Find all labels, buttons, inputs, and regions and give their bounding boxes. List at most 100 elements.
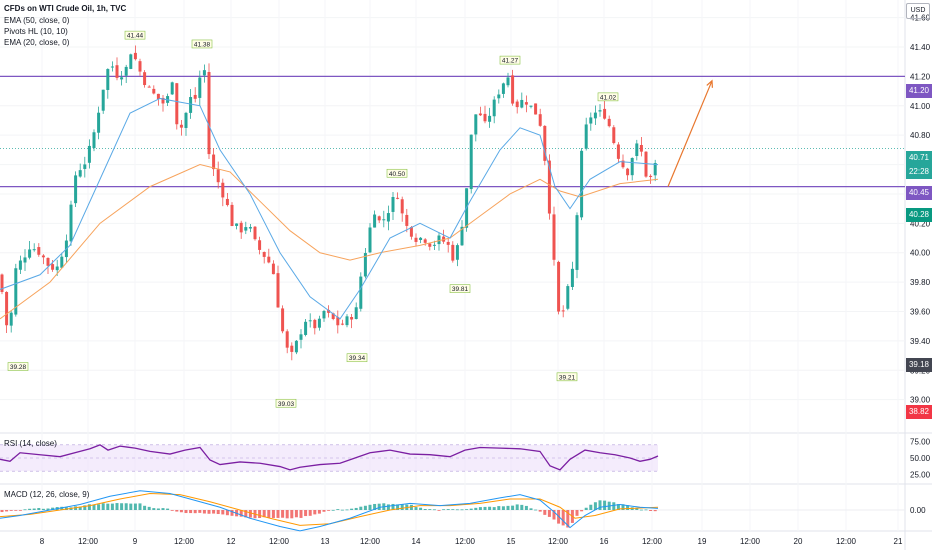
candle-body <box>575 215 579 270</box>
pivot-label-box <box>449 284 471 293</box>
candle-body <box>501 83 505 94</box>
macd-histogram-bar <box>419 507 423 510</box>
candle-body <box>55 266 59 271</box>
macd-histogram-bar <box>179 510 183 513</box>
candle-body <box>428 243 432 247</box>
y-tick-label: 39.60 <box>910 308 931 317</box>
candle-body <box>336 317 340 326</box>
candle-body <box>46 257 50 266</box>
macd-histogram-bar <box>534 509 538 511</box>
macd-histogram-bar <box>538 510 542 512</box>
candle-body <box>179 124 183 128</box>
macd-histogram-bar <box>340 509 344 511</box>
pivot-label-box <box>124 30 146 40</box>
candle-body <box>248 227 252 229</box>
legend-ema20[interactable]: EMA (20, close, 0) <box>4 38 70 47</box>
y-tick-label: 41.20 <box>910 72 931 81</box>
macd-histogram-bar <box>115 503 119 510</box>
price-badge-ema: 40.28 <box>906 208 932 222</box>
macd-histogram-bar <box>281 510 285 518</box>
macd-histogram-bar <box>138 503 142 510</box>
x-tick-label: 12:00 <box>174 537 195 546</box>
pivot-label-box <box>597 92 619 102</box>
rsi-tick-label: 50.00 <box>910 454 931 463</box>
macd-histogram-bar <box>580 510 584 512</box>
x-tick-label: 19 <box>698 537 707 546</box>
macd-label[interactable]: MACD (12, 26, close, 9) <box>4 490 90 499</box>
candle-body <box>511 75 515 104</box>
candle-body <box>281 308 285 332</box>
macd-histogram-bar <box>120 503 124 510</box>
macd-histogram-bar <box>474 507 478 510</box>
macd-line <box>0 490 659 532</box>
rsi-tick-label: 25.00 <box>910 470 931 479</box>
currency-button[interactable]: USD <box>906 3 930 19</box>
macd-histogram-bar <box>377 503 381 510</box>
candle-body <box>621 160 625 168</box>
x-tick-label: 12:00 <box>360 537 381 546</box>
candle-body <box>460 226 464 246</box>
macd-histogram-bar <box>451 509 455 511</box>
candle-body <box>474 114 478 135</box>
candle-body <box>124 66 128 76</box>
macd-histogram-bar <box>248 510 252 518</box>
macd-histogram-bar <box>400 504 404 510</box>
price-badge-resistance: 41.20 <box>906 84 932 98</box>
macd-histogram-bar <box>524 505 528 510</box>
candle-body <box>170 82 174 95</box>
macd-histogram-bar <box>78 506 82 510</box>
macd-histogram-bar <box>511 505 515 510</box>
macd-histogram-bar <box>271 510 275 518</box>
legend-pivots[interactable]: Pivots HL (10, 10) <box>4 27 68 36</box>
candle-body <box>152 88 156 94</box>
candle-body <box>267 256 271 263</box>
macd-histogram-bar <box>106 503 110 510</box>
candle-body <box>534 103 538 115</box>
candle-body <box>331 313 335 319</box>
x-tick-label: 20 <box>794 537 803 546</box>
y-tick-label: 40.80 <box>910 131 931 140</box>
y-tick-label: 41.40 <box>910 43 931 52</box>
legend-ema50[interactable]: EMA (50, close, 0) <box>4 16 70 25</box>
projection-arrowhead <box>706 79 713 88</box>
y-tick-label: 40.00 <box>910 249 931 258</box>
macd-histogram-bar <box>124 503 128 510</box>
pivot-label: 40.50 <box>389 171 406 178</box>
candle-body <box>110 66 114 68</box>
candle-body <box>524 102 528 105</box>
candle-body <box>189 97 193 113</box>
macd-histogram-bar <box>566 510 570 528</box>
candle-body <box>520 99 524 108</box>
macd-histogram-bar <box>262 510 266 518</box>
price-badge-last: 40.71 <box>906 151 932 165</box>
candle-body <box>616 144 620 159</box>
pivot-label-box <box>275 398 297 408</box>
candle-body <box>515 101 519 108</box>
macd-histogram-bar <box>386 504 390 510</box>
macd-histogram-bar <box>561 510 565 526</box>
macd-histogram-bar <box>101 503 105 510</box>
candle-body <box>644 151 648 177</box>
candle-body <box>285 331 289 348</box>
macd-histogram-bar <box>552 510 556 520</box>
rsi-label[interactable]: RSI (14, close) <box>4 439 57 448</box>
candle-body <box>322 311 326 319</box>
macd-histogram-bar <box>515 504 519 510</box>
candle-body <box>184 112 188 128</box>
candle-body <box>377 216 381 221</box>
macd-histogram-bar <box>423 509 427 510</box>
macd-histogram-bar <box>46 508 50 510</box>
candle-body <box>78 170 82 177</box>
candle-body <box>478 113 482 116</box>
macd-histogram-bar <box>478 507 482 510</box>
macd-histogram-bar <box>359 506 363 510</box>
macd-histogram-bar <box>193 510 197 514</box>
candle-body <box>32 249 36 251</box>
candle-body <box>106 69 110 90</box>
candle-body <box>382 219 386 221</box>
macd-histogram-bar <box>497 506 501 510</box>
candle-body <box>492 99 496 117</box>
candle-body <box>271 263 275 275</box>
macd-histogram-bar <box>18 510 22 511</box>
